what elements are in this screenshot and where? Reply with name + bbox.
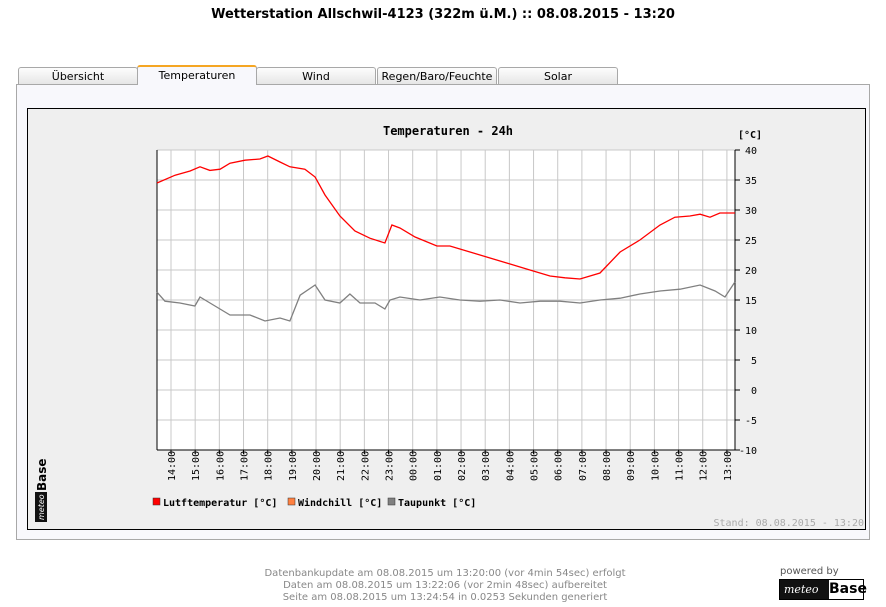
x-tick-label: 17:00 — [240, 451, 251, 481]
x-tick-label: 22:00 — [360, 451, 371, 481]
meteobase-logo[interactable]: meteo Base — [779, 579, 867, 600]
y-axis-label: [°C] — [738, 130, 762, 141]
y-tick-label: -10 — [739, 446, 757, 457]
x-tick-label: 09:00 — [626, 451, 637, 481]
x-tick-label: 15:00 — [191, 451, 202, 481]
meteobase-vertical-logo: meteo Base — [35, 458, 49, 522]
y-tick-label: 25 — [745, 236, 757, 247]
series-line-0 — [156, 155, 735, 280]
tab-temperaturen[interactable]: Temperaturen — [137, 65, 257, 85]
x-tick-label: 19:00 — [288, 451, 299, 481]
footer-data-processed: Daten am 08.08.2015 um 13:22:06 (vor 2mi… — [283, 580, 607, 591]
tab-regen-baro-feuchte[interactable]: Regen/Baro/Feuchte — [377, 67, 497, 84]
x-tick-label: 21:00 — [336, 451, 347, 481]
y-tick-label: -5 — [745, 416, 757, 427]
y-tick-label: 15 — [745, 296, 757, 307]
footer-db-update: Datenbankupdate am 08.08.2015 um 13:20:0… — [264, 568, 626, 579]
legend-swatch-1 — [287, 497, 296, 506]
x-tick-label: 23:00 — [385, 451, 396, 481]
x-tick-label: 12:00 — [699, 451, 710, 481]
x-tick-label: 14:00 — [167, 451, 178, 481]
legend-label-0: Lutftemperatur [°C] — [163, 498, 277, 509]
x-tick-label: 04:00 — [505, 451, 516, 481]
page-title: Wetterstation Allschwil-4123 (322m ü.M.)… — [211, 7, 675, 22]
x-tick-label: 07:00 — [578, 451, 589, 481]
y-tick-label: 10 — [745, 326, 757, 337]
x-tick-label: 18:00 — [264, 451, 275, 481]
y-tick-label: 20 — [745, 266, 757, 277]
svg-text:Base: Base — [35, 458, 49, 491]
x-tick-label: 05:00 — [530, 451, 541, 481]
stand-timestamp: Stand: 08.08.2015 - 13:20 — [713, 518, 864, 529]
legend-label-2: Taupunkt [°C] — [398, 498, 476, 509]
powered-by-label: powered by — [780, 566, 839, 577]
legend-label-1: Windchill [°C] — [298, 497, 382, 509]
x-tick-label: 10:00 — [650, 451, 661, 481]
y-tick-label: 40 — [745, 146, 757, 157]
x-tick-label: 20:00 — [312, 451, 323, 481]
series-line-2 — [156, 281, 736, 322]
x-tick-label: 11:00 — [675, 451, 686, 481]
x-tick-label: 02:00 — [457, 451, 468, 481]
svg-text:meteo: meteo — [37, 494, 46, 520]
tab-solar[interactable]: Solar — [498, 67, 618, 84]
footer-page-generated: Seite am 08.08.2015 um 13:24:54 in 0.025… — [282, 592, 608, 603]
x-tick-label: 03:00 — [481, 451, 492, 481]
y-tick-label: 35 — [745, 176, 757, 187]
x-tick-label: 08:00 — [602, 451, 613, 481]
x-tick-label: 06:00 — [554, 451, 565, 481]
legend-swatch-0 — [152, 497, 161, 506]
y-tick-label: 0 — [751, 386, 757, 397]
tab-uebersicht[interactable]: Übersicht — [18, 67, 138, 84]
x-tick-label: 00:00 — [409, 451, 420, 481]
chart-title: Temperaturen - 24h — [383, 124, 513, 138]
tab-wind[interactable]: Wind — [256, 67, 376, 84]
x-tick-label: 01:00 — [433, 451, 444, 481]
x-tick-label: 16:00 — [215, 451, 226, 481]
x-tick-label: 13:00 — [723, 451, 734, 481]
legend-swatch-2 — [387, 497, 396, 506]
y-tick-label: 5 — [751, 356, 757, 367]
y-tick-label: 30 — [745, 206, 757, 217]
